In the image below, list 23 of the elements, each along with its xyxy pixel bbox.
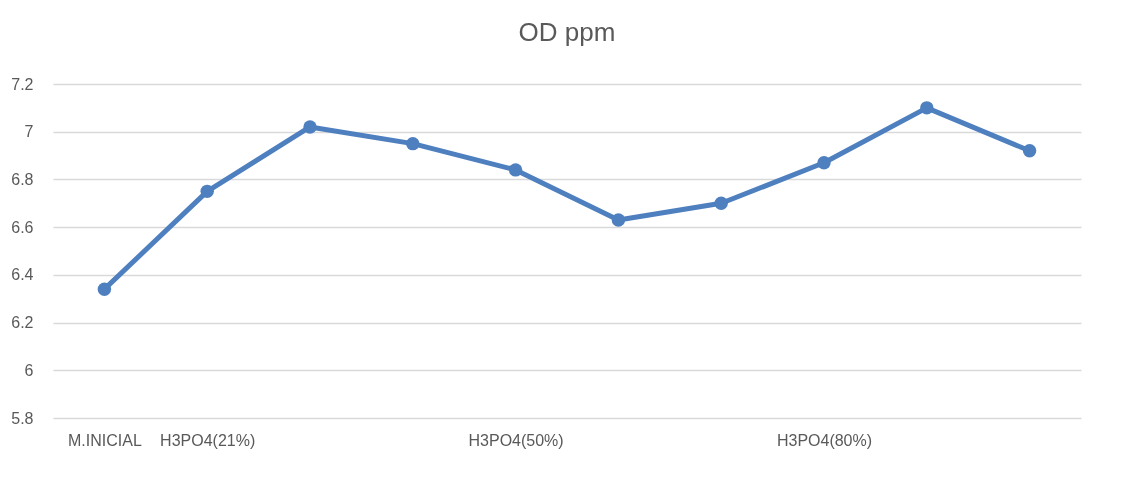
point — [1022, 144, 1037, 158]
y-tick-label: 6.4 — [11, 266, 34, 284]
point — [303, 120, 317, 134]
point — [611, 213, 626, 227]
y-tick-label: 5.8 — [11, 409, 34, 427]
point — [920, 101, 934, 115]
point — [508, 163, 523, 177]
y-tick-label: 7.2 — [11, 75, 34, 93]
point — [97, 282, 112, 296]
y-tick-label: 6.8 — [11, 170, 34, 188]
y-tick-label: 6.2 — [11, 314, 34, 332]
x-tick-label: H3PO4(50%) — [468, 431, 564, 449]
point — [714, 196, 728, 210]
point — [817, 156, 831, 170]
x-tick-label: M.INICIAL — [68, 431, 142, 449]
y-tick-label: 6 — [24, 361, 34, 379]
y-tick-label: 7 — [24, 123, 34, 141]
x-tick-label: H3PO4(21%) — [160, 431, 256, 449]
y-tick-label: 6.6 — [11, 218, 34, 236]
point — [406, 136, 420, 151]
point — [200, 184, 214, 199]
chart-title: OD ppm — [518, 17, 616, 47]
x-tick-label: H3PO4(80%) — [776, 431, 873, 449]
